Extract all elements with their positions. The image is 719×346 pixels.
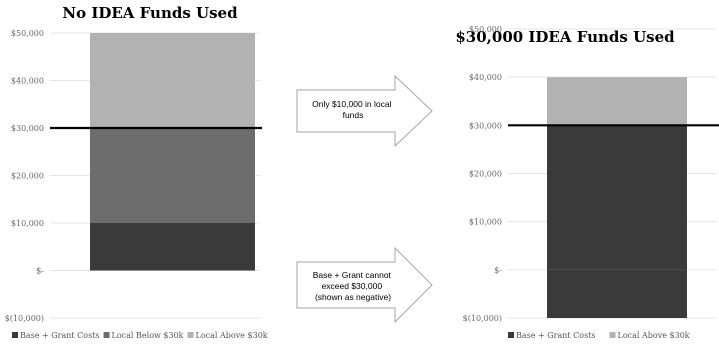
callout-text-line: Base + Grant cannot <box>313 270 392 280</box>
y-tick-label: $30,000 <box>469 121 502 130</box>
y-tick-label: $- <box>494 266 502 275</box>
legend-swatch <box>187 332 194 338</box>
y-tick-label: $20,000 <box>469 170 502 179</box>
y-tick-label: $30,000 <box>11 124 44 133</box>
chart-title: $30,000 IDEA Funds Used <box>455 28 675 46</box>
y-tick-label: $10,000 <box>11 219 44 228</box>
callout-text-line: Only $10,000 in local <box>312 99 391 109</box>
chart-no-idea-funds: No IDEA Funds Used $(10,000) $- $10,000 $20… <box>5 4 268 340</box>
callout-text-line: (shown as negative) <box>315 292 391 302</box>
y-tick-label: $20,000 <box>11 172 44 181</box>
y-tick-label: $10,000 <box>469 218 502 227</box>
legend-swatch <box>609 332 616 338</box>
legend: Base + Grant Costs Local Above $30k <box>508 331 690 340</box>
callout-arrow-local-funds: Only $10,000 in local funds <box>296 74 433 148</box>
bar-segment <box>90 128 255 223</box>
chart-title: No IDEA Funds Used <box>62 4 238 22</box>
callout-text-line: exceed $30,000 <box>322 281 383 291</box>
callout-text-line: funds <box>343 110 364 120</box>
y-tick-label: $50,000 <box>469 25 502 34</box>
legend-label: Base + Grant Costs <box>20 331 100 340</box>
legend-label: Local Above $30k <box>618 331 690 340</box>
chart-30000-idea-funds: $30,000 IDEA Funds Used $(10,000) $- $10,0… <box>455 25 719 340</box>
y-tick-label: $(10,000) <box>463 314 502 323</box>
legend-label: Local Above $30k <box>196 331 268 340</box>
y-tick-label: $- <box>36 267 44 276</box>
legend-swatch <box>508 332 514 338</box>
legend-label: Base + Grant Costs <box>516 331 596 340</box>
y-tick-label: $(10,000) <box>5 314 44 323</box>
legend: Base + Grant Costs Local Below $30k Local … <box>12 331 268 340</box>
y-tick-label: $50,000 <box>11 29 44 38</box>
bar-segment <box>547 125 687 270</box>
bar-segment <box>90 223 255 271</box>
svg-text:Only $10,000 in local fu: Only $10,000 in local funds <box>312 99 394 120</box>
svg-text:Base + Grant cannot exce: Base + Grant cannot exceed $30,000 (show… <box>313 270 394 302</box>
bar-segment <box>547 77 687 126</box>
legend-swatch <box>103 332 110 338</box>
y-tick-label: $40,000 <box>11 77 44 86</box>
bar-segment <box>547 269 687 318</box>
y-tick-label: $40,000 <box>469 73 502 82</box>
legend-swatch <box>12 332 18 338</box>
callout-arrow-negative: Base + Grant cannot exceed $30,000 (show… <box>296 246 433 324</box>
bar-segment <box>90 33 255 128</box>
legend-label: Local Below $30k <box>112 331 184 340</box>
